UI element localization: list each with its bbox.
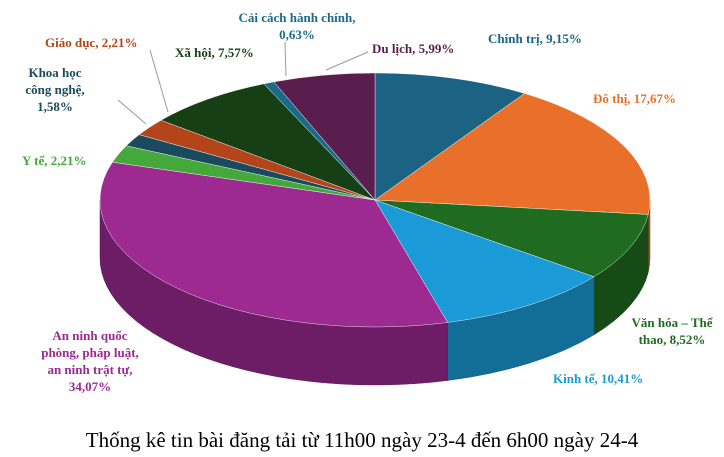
- data-label: Du lịch, 5,99%: [372, 41, 454, 56]
- data-label: thao, 8,52%: [639, 332, 706, 347]
- slice: [374, 199, 595, 323]
- data-label: 1,58%: [37, 99, 73, 114]
- data-label: Kinh tế, 10,41%: [553, 371, 643, 386]
- slice: [99, 161, 448, 328]
- slice: [160, 83, 376, 201]
- data-label: công nghệ,: [25, 82, 84, 97]
- data-label: an ninh trật tự,: [47, 362, 132, 377]
- data-label: Khoa học: [28, 65, 81, 80]
- leader-line: [149, 49, 169, 113]
- data-label: Y tế, 2,21%: [22, 153, 87, 168]
- data-label: 0,63%: [279, 27, 315, 42]
- chart-title: Thống kê tin bài đăng tải từ 11h00 ngày …: [86, 428, 639, 452]
- data-label: phòng, pháp luật,: [41, 345, 139, 360]
- leader-line: [284, 41, 287, 77]
- slice: [374, 72, 525, 201]
- data-label: 34,07%: [69, 379, 111, 394]
- leader-line: [117, 99, 147, 125]
- data-label: Văn hóa – Thể: [631, 315, 713, 330]
- leader-lines: [117, 41, 369, 125]
- slice: [374, 93, 651, 215]
- slice: [273, 72, 376, 201]
- data-label: Giáo dục, 2,21%: [45, 35, 137, 50]
- pie-tops: [99, 72, 651, 328]
- data-label: Đô thị, 17,67%: [593, 91, 676, 106]
- leader-line: [325, 51, 369, 71]
- slice: [374, 199, 649, 278]
- pie-sides: [99, 199, 651, 386]
- data-label: Chính trị, 9,15%: [488, 31, 582, 46]
- data-label: Cải cách hành chính,: [238, 10, 355, 25]
- data-label: Xã hội, 7,57%: [175, 45, 254, 60]
- data-label: An ninh quốc: [52, 328, 127, 343]
